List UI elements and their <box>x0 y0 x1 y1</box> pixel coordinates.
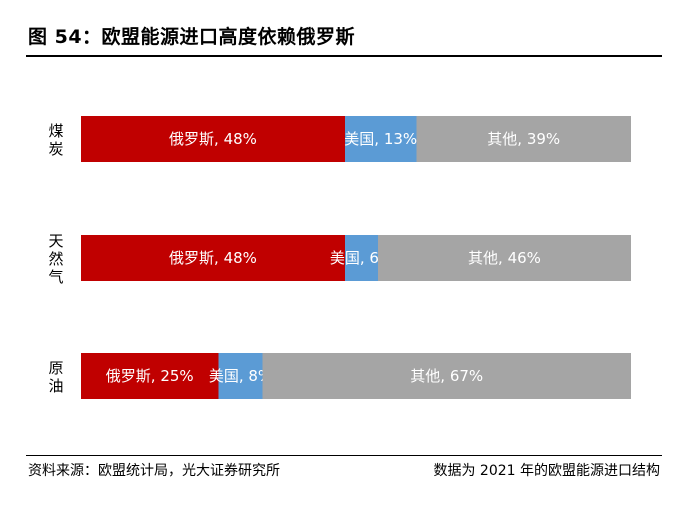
data-label: 其他, 67% <box>410 367 483 385</box>
bar-segment <box>378 235 631 281</box>
data-label: 美国, 13% <box>344 130 417 148</box>
data-label: 其他, 39% <box>487 130 560 148</box>
data-note: 数据为 2021 年的欧盟能源进口结构 <box>433 463 660 479</box>
title-rule <box>26 55 662 57</box>
data-label: 美国, 6% <box>330 249 393 267</box>
source-note: 资料来源：欧盟统计局，光大证券研究所 <box>28 463 280 479</box>
data-label: 其他, 46% <box>468 249 541 267</box>
bar-segment <box>81 235 345 281</box>
data-label: 俄罗斯, 48% <box>169 130 257 148</box>
data-label: 美国, 8% <box>209 367 272 385</box>
category-label: 天然气 <box>48 232 63 286</box>
bar-segment <box>262 353 631 399</box>
bar-segment <box>218 353 263 399</box>
data-label: 俄罗斯, 48% <box>169 249 257 267</box>
category-label: 原油 <box>48 359 63 395</box>
bar-segment <box>416 116 631 162</box>
chart-title: 图 54：欧盟能源进口高度依赖俄罗斯 <box>28 26 356 48</box>
data-label: 俄罗斯, 25% <box>106 367 194 385</box>
bar-segment <box>81 353 219 399</box>
category-label: 煤炭 <box>48 122 63 158</box>
footer-rule <box>26 455 662 456</box>
bar-segment <box>345 116 417 162</box>
bar-segment <box>345 235 378 281</box>
bar-segment <box>81 116 345 162</box>
